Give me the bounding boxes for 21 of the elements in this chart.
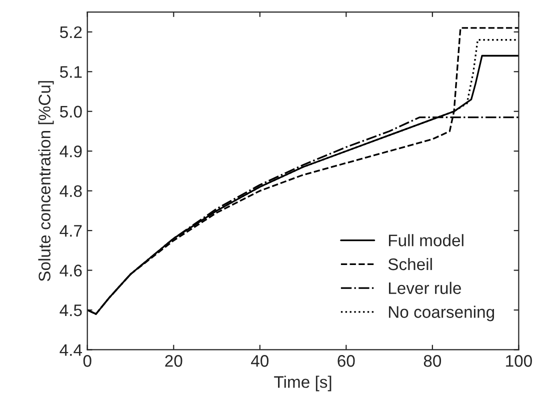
x-tick-label: 0 [83,355,92,367]
y-axis-title: Solute concentration [%Cu] [38,81,54,282]
legend-label: Full model [388,234,464,246]
y-tick-label: 4.7 [60,225,82,237]
x-tick-label: 80 [424,355,442,367]
x-tick-label: 20 [165,355,182,367]
y-tick-label: 4.5 [60,304,82,316]
x-tick-label: 100 [506,355,532,367]
legend-label: Scheil [388,258,432,270]
y-tick-label: 4.4 [60,344,82,356]
y-tick-label: 5.2 [60,26,82,38]
y-tick-label: 4.9 [60,146,82,158]
x-tick-label: 40 [251,355,269,367]
x-axis-title: Time [s] [274,376,332,392]
legend-label: No coarsening [388,306,494,322]
y-tick-label: 5.0 [60,106,82,118]
legend-label: Lever rule [388,282,461,294]
y-tick-label: 4.6 [60,264,82,276]
x-tick-label: 60 [338,355,355,367]
y-tick-label: 5.1 [60,66,82,78]
y-tick-label: 4.8 [60,185,82,198]
